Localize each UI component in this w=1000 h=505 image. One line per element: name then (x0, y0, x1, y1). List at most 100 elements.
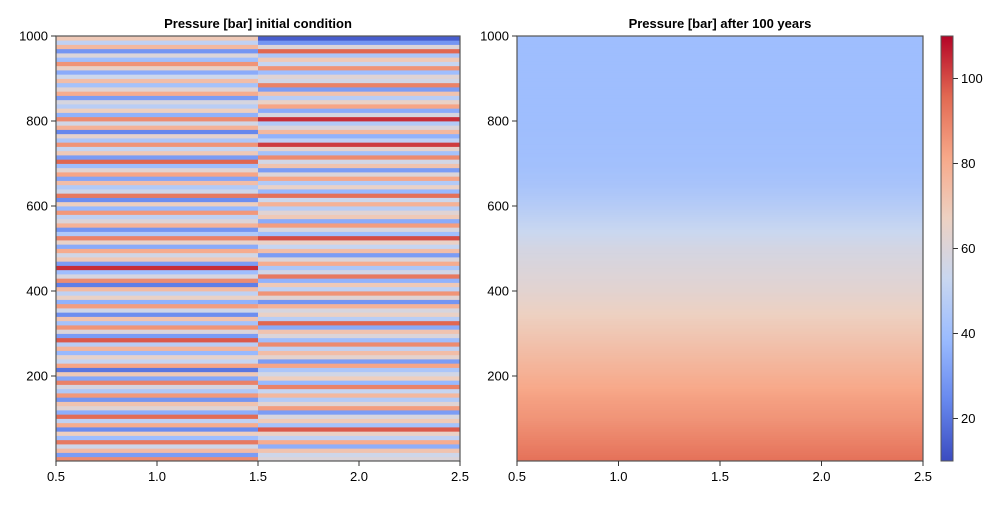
heatmap-cell (517, 76, 923, 79)
heatmap-cell (517, 335, 923, 339)
heatmap-cell (517, 163, 923, 167)
heatmap-cell (56, 223, 258, 228)
heatmap-cell (517, 325, 923, 328)
heatmap-cell (517, 127, 923, 130)
heatmap-cell (517, 405, 923, 409)
colorbar-tick-label: 80 (961, 156, 975, 171)
heatmap-cell (517, 108, 923, 111)
heatmap-cell (517, 316, 923, 320)
heatmap-cell (258, 418, 460, 424)
heatmap-cell (517, 191, 923, 194)
heatmap-cell (258, 201, 460, 207)
heatmap-cell (56, 138, 258, 143)
heatmap-cell (517, 138, 923, 141)
heatmap-cell (517, 352, 923, 356)
heatmap-cell (56, 401, 258, 407)
heatmap-cell (56, 65, 258, 71)
heatmap-cell (517, 305, 923, 309)
heatmap-cell (56, 303, 258, 309)
heatmap-cell (258, 329, 460, 334)
heatmap-cell (517, 424, 923, 428)
heatmap-cell (517, 104, 923, 107)
heatmap-cell (258, 346, 460, 351)
heatmap-cell (517, 329, 923, 332)
heatmap-cell (56, 193, 258, 198)
heatmap-cell (517, 444, 923, 447)
heatmap-cell (517, 174, 923, 177)
panel-initial-condition: Pressure [bar] initial condition 0.5 1.0 1… (19, 16, 469, 484)
heatmap-cell (56, 108, 258, 113)
heatmap-cell (517, 452, 923, 456)
heatmap-cell (56, 248, 258, 254)
heatmap-cell (517, 261, 923, 264)
heatmap-cell (517, 140, 923, 143)
heatmap-cell (258, 70, 460, 75)
heatmap-cell (517, 70, 923, 73)
heatmap-cell (517, 165, 923, 169)
heatmap-cell (56, 121, 258, 126)
y-axis-right: 200 400 600 800 1000 (480, 29, 517, 384)
heatmap-cell (258, 40, 460, 45)
heatmap-cell (517, 74, 923, 77)
y-tick-label: 1000 (480, 29, 509, 44)
heatmap-cell (258, 269, 460, 275)
heatmap-cell (258, 218, 460, 224)
heatmap-cell (517, 327, 923, 330)
heatmap-cell (517, 390, 923, 394)
heatmap-cell (517, 337, 923, 341)
heatmap-cell (56, 363, 258, 368)
heatmap-cell (258, 274, 460, 279)
heatmap-cell (258, 197, 460, 203)
heatmap-cell (56, 146, 258, 152)
heatmap-cell (517, 150, 923, 154)
heatmap-cell (56, 218, 258, 224)
heatmap-cell (517, 286, 923, 290)
heatmap-cell (517, 118, 923, 122)
heatmap-cell (258, 444, 460, 449)
heatmap-cell (258, 325, 460, 330)
heatmap-cell (56, 278, 258, 283)
heatmap-cell (258, 176, 460, 181)
heatmap-cell (258, 384, 460, 390)
heatmap-cell (56, 329, 258, 334)
heatmap-cell (258, 155, 460, 160)
heatmap-cell (517, 178, 923, 181)
heatmap-cell (517, 310, 923, 313)
heatmap-cell (517, 429, 923, 432)
heatmap-cell (517, 214, 923, 218)
colorbar: 20 40 60 80 100 (940, 35, 983, 462)
heatmap-cell (517, 250, 923, 254)
x-tick-label: 2.0 (350, 469, 368, 484)
heatmap-cell (258, 116, 460, 122)
heatmap-cell (258, 248, 460, 254)
heatmap-cell (56, 380, 258, 385)
heatmap-cell (517, 263, 923, 266)
heatmap-cell (517, 176, 923, 179)
heatmap-cell (517, 282, 923, 286)
heatmap-cell (517, 89, 923, 92)
heatmap-cell (56, 116, 258, 122)
heatmap-cell (56, 282, 258, 288)
heatmap-cell (56, 70, 258, 75)
heatmap-cell (517, 67, 923, 71)
heatmap-cell (258, 36, 460, 41)
heatmap-cell (517, 223, 923, 226)
heatmap-cell (56, 456, 258, 462)
heatmap-cell (517, 246, 923, 249)
heatmap-cell (56, 320, 258, 326)
heatmap-cell (56, 448, 258, 453)
heatmap-cell (517, 65, 923, 69)
heatmap-cell (517, 322, 923, 326)
heatmap-cell (517, 201, 923, 205)
heatmap-cell (56, 87, 258, 92)
heatmap-cell (517, 63, 923, 67)
x-axis-right: 0.5 1.0 1.5 2.0 2.5 (508, 461, 932, 484)
heatmap-cell (517, 446, 923, 449)
heatmap-cell (56, 435, 258, 441)
heatmap-cell (517, 231, 923, 235)
heatmap-cell (258, 320, 460, 326)
heatmap-cell (56, 95, 258, 101)
heatmap-cell (56, 206, 258, 211)
heatmap-cell (56, 231, 258, 237)
heatmap-cell (56, 201, 258, 207)
